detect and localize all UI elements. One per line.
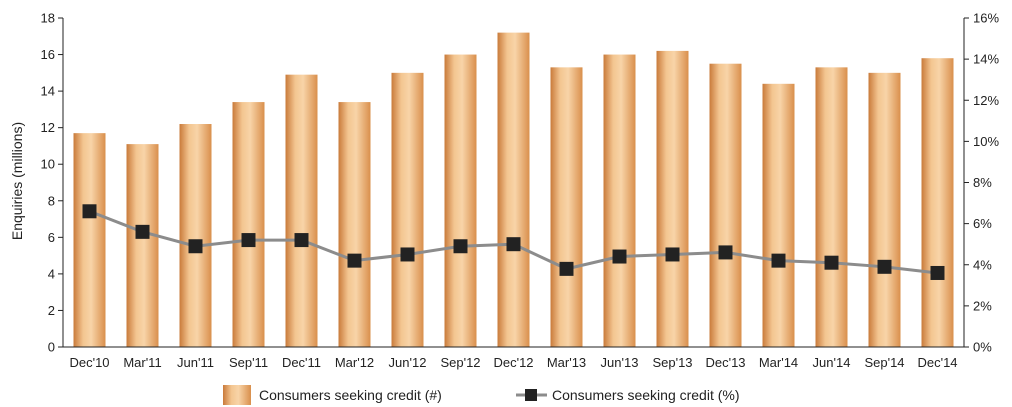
left-tick-label: 8 <box>48 193 55 208</box>
x-tick-label: Dec'11 <box>282 355 321 370</box>
left-tick-label: 6 <box>48 230 55 245</box>
line-marker <box>612 249 627 264</box>
bar <box>285 74 318 348</box>
bar <box>709 63 742 347</box>
left-tick-label: 10 <box>41 157 55 172</box>
right-tick-label: 4% <box>973 257 992 272</box>
line-marker <box>241 233 256 248</box>
line-marker <box>771 253 786 268</box>
x-tick-label: Mar'13 <box>547 355 586 370</box>
bar <box>497 32 530 347</box>
line-marker <box>135 224 150 239</box>
line-marker <box>930 265 945 280</box>
bar <box>126 144 159 347</box>
bar <box>338 102 371 347</box>
line-marker <box>188 239 203 254</box>
line-series <box>82 204 945 280</box>
line-marker <box>347 253 362 268</box>
legend-swatch-bar <box>223 385 251 405</box>
line-marker <box>294 233 309 248</box>
right-tick-label: 2% <box>973 298 992 313</box>
bar <box>550 67 583 347</box>
line-marker <box>82 204 97 219</box>
right-tick-label: 6% <box>973 216 992 231</box>
left-tick-label: 18 <box>41 11 55 26</box>
right-axis-ticks: 0% 2% 4% 6% 8% 10% 12% 14% 16% <box>964 11 999 355</box>
x-tick-label: Sep'11 <box>229 355 268 370</box>
x-tick-label: Dec'12 <box>493 355 533 370</box>
bar <box>815 67 848 347</box>
bar <box>391 72 424 347</box>
right-tick-label: 10% <box>973 134 999 149</box>
bar <box>656 50 689 348</box>
bar <box>444 54 477 348</box>
legend-label-bar: Consumers seeking credit (#) <box>259 387 442 403</box>
x-tick-label: Dec'14 <box>917 355 957 370</box>
bar <box>232 102 265 347</box>
bar <box>762 83 795 348</box>
x-tick-label: Dec'13 <box>705 355 745 370</box>
x-tick-label: Jun'12 <box>389 355 427 370</box>
x-tick-label: Mar'12 <box>335 355 374 370</box>
left-tick-label: 4 <box>48 266 55 281</box>
x-tick-label: Jun'13 <box>601 355 639 370</box>
x-tick-label: Sep'14 <box>864 355 904 370</box>
right-tick-label: 12% <box>973 93 999 108</box>
line-marker <box>559 261 574 276</box>
x-tick-label: Jun'14 <box>813 355 851 370</box>
line-marker <box>718 245 733 260</box>
line-marker <box>665 247 680 262</box>
x-tick-label: Dec'10 <box>69 355 109 370</box>
line-marker <box>453 239 468 254</box>
line-marker <box>400 247 415 262</box>
x-tick-label: Sep'13 <box>652 355 692 370</box>
left-tick-label: 0 <box>48 340 55 355</box>
right-tick-label: 14% <box>973 52 999 67</box>
line-marker <box>824 255 839 270</box>
bar <box>868 72 901 347</box>
bar-series <box>73 32 954 348</box>
left-tick-label: 12 <box>41 120 55 135</box>
bar <box>73 133 106 347</box>
line-marker <box>877 259 892 274</box>
left-axis-ticks: 0 2 4 6 8 10 12 14 16 18 <box>41 11 63 355</box>
left-tick-label: 16 <box>41 47 55 62</box>
line-marker <box>506 237 521 252</box>
x-tick-label: Jun'11 <box>177 355 214 370</box>
x-tick-label: Sep'12 <box>440 355 480 370</box>
right-tick-label: 16% <box>973 11 999 26</box>
left-tick-label: 14 <box>41 84 55 99</box>
right-tick-label: 0% <box>973 340 992 355</box>
y-axis-title: Enquiries (millions) <box>9 122 25 240</box>
bar <box>921 58 954 347</box>
legend: Consumers seeking credit (#) Consumers se… <box>223 385 740 405</box>
legend-swatch-marker <box>525 389 537 401</box>
right-tick-label: 8% <box>973 175 992 190</box>
x-tick-label: Mar'14 <box>759 355 798 370</box>
left-tick-label: 2 <box>48 303 55 318</box>
bar <box>603 54 636 348</box>
x-tick-label: Mar'11 <box>123 355 161 370</box>
x-axis-ticks: Dec'10 Mar'11 Jun'11 Sep'11 Dec'11 Mar'12 Jun'… <box>69 355 957 370</box>
bar <box>179 124 212 347</box>
legend-label-line: Consumers seeking credit (%) <box>552 387 740 403</box>
